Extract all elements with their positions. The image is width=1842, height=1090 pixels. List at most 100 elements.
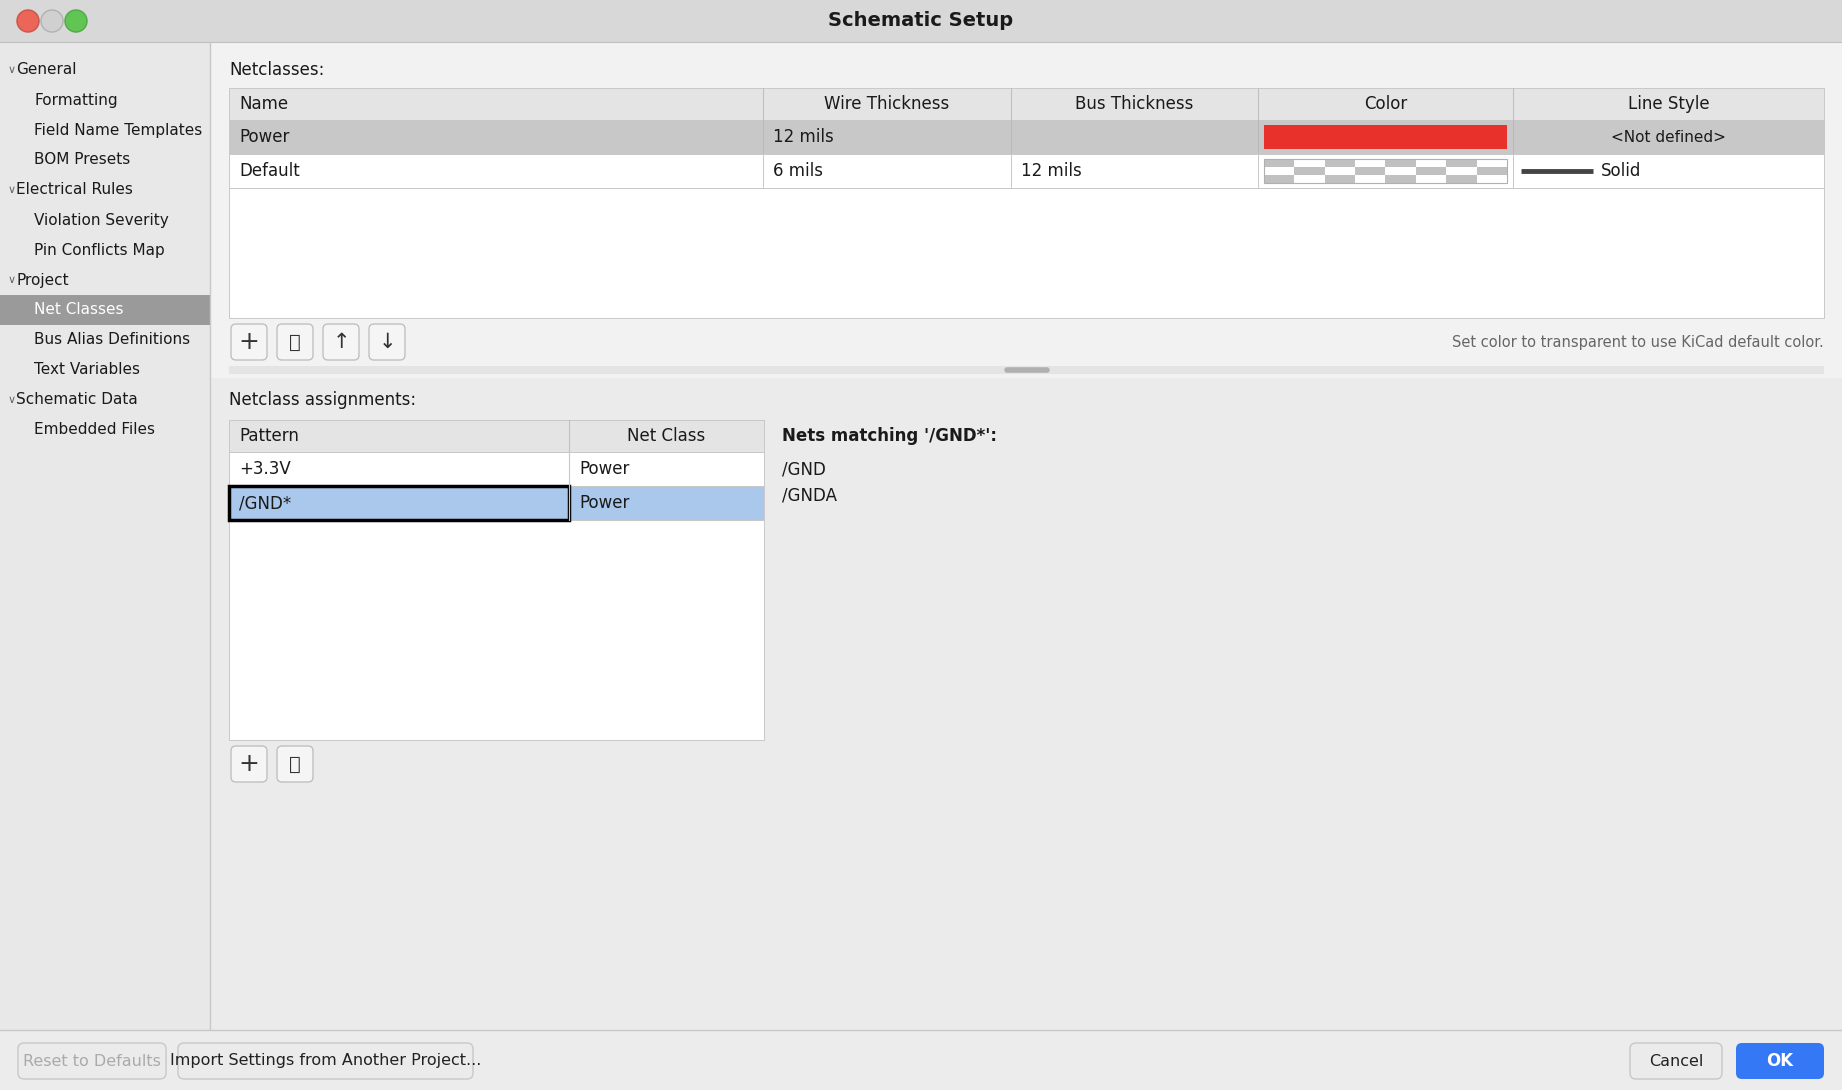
- Bar: [1295, 175, 1324, 183]
- FancyBboxPatch shape: [179, 1043, 473, 1079]
- Text: Formatting: Formatting: [33, 93, 118, 108]
- Bar: [228, 366, 1824, 374]
- Text: +3.3V: +3.3V: [239, 460, 291, 479]
- Bar: [228, 486, 764, 520]
- Circle shape: [64, 10, 87, 32]
- Bar: [0, 1030, 1842, 1090]
- Bar: [1477, 159, 1507, 167]
- Bar: [228, 154, 1824, 187]
- Text: /GND*: /GND*: [239, 494, 291, 512]
- Bar: [1446, 159, 1477, 167]
- Text: Solid: Solid: [1601, 162, 1641, 180]
- Bar: [1477, 175, 1507, 183]
- Text: Pattern: Pattern: [239, 427, 298, 445]
- Bar: [1416, 175, 1446, 183]
- Text: Schematic Setup: Schematic Setup: [829, 12, 1013, 31]
- Bar: [1385, 175, 1416, 183]
- Bar: [1477, 167, 1507, 175]
- FancyBboxPatch shape: [230, 746, 267, 782]
- Bar: [1356, 159, 1385, 167]
- Text: Net Classes: Net Classes: [33, 303, 123, 317]
- Text: Bus Thickness: Bus Thickness: [1076, 95, 1194, 113]
- Text: ∨: ∨: [7, 275, 17, 284]
- Bar: [1416, 167, 1446, 175]
- Text: Reset to Defaults: Reset to Defaults: [24, 1054, 160, 1068]
- FancyBboxPatch shape: [368, 324, 405, 360]
- Text: Line Style: Line Style: [1628, 95, 1709, 113]
- Text: Power: Power: [578, 460, 630, 479]
- Bar: [1295, 159, 1324, 167]
- Text: Embedded Files: Embedded Files: [33, 423, 155, 437]
- Text: <Not defined>: <Not defined>: [1612, 130, 1726, 145]
- Circle shape: [41, 10, 63, 32]
- Text: /GND: /GND: [783, 460, 825, 479]
- Bar: [0, 295, 210, 325]
- Text: Schematic Data: Schematic Data: [17, 392, 138, 408]
- Bar: [228, 88, 1824, 120]
- Circle shape: [17, 10, 39, 32]
- Bar: [1324, 175, 1356, 183]
- Text: 6 mils: 6 mils: [774, 162, 823, 180]
- Bar: [0, 43, 210, 1090]
- Text: 12 mils: 12 mils: [774, 128, 834, 146]
- Bar: [1446, 167, 1477, 175]
- Bar: [1295, 167, 1324, 175]
- Bar: [1264, 175, 1295, 183]
- Text: +: +: [239, 752, 260, 776]
- Bar: [228, 520, 764, 740]
- Bar: [228, 420, 764, 452]
- Bar: [1446, 175, 1477, 183]
- Text: Wire Thickness: Wire Thickness: [825, 95, 950, 113]
- Text: /GNDA: /GNDA: [783, 486, 836, 504]
- Bar: [1385, 167, 1416, 175]
- FancyBboxPatch shape: [1630, 1043, 1722, 1079]
- Text: Bus Alias Definitions: Bus Alias Definitions: [33, 332, 190, 348]
- Text: Field Name Templates: Field Name Templates: [33, 122, 203, 137]
- FancyBboxPatch shape: [322, 324, 359, 360]
- Text: ∨: ∨: [7, 395, 17, 405]
- Text: 🗑: 🗑: [289, 754, 300, 774]
- Text: Net Class: Net Class: [628, 427, 705, 445]
- Bar: [0, 0, 1842, 43]
- Text: Cancel: Cancel: [1649, 1054, 1704, 1068]
- Bar: [1385, 159, 1416, 167]
- Bar: [1416, 159, 1446, 167]
- Bar: [1356, 167, 1385, 175]
- Bar: [1324, 159, 1356, 167]
- FancyBboxPatch shape: [276, 324, 313, 360]
- Text: Power: Power: [239, 128, 289, 146]
- Text: ↓: ↓: [378, 332, 396, 352]
- Bar: [228, 187, 1824, 318]
- Text: Pin Conflicts Map: Pin Conflicts Map: [33, 242, 164, 257]
- Bar: [212, 43, 1842, 1032]
- Text: Import Settings from Another Project...: Import Settings from Another Project...: [169, 1054, 481, 1068]
- Text: +: +: [239, 330, 260, 354]
- Bar: [1324, 167, 1356, 175]
- Text: Electrical Rules: Electrical Rules: [17, 182, 133, 197]
- Bar: [228, 452, 764, 486]
- FancyBboxPatch shape: [230, 324, 267, 360]
- Bar: [1264, 125, 1507, 149]
- Text: Power: Power: [578, 494, 630, 512]
- Text: Violation Severity: Violation Severity: [33, 213, 169, 228]
- Text: Name: Name: [239, 95, 287, 113]
- Text: ∨: ∨: [7, 185, 17, 195]
- Bar: [1264, 159, 1507, 183]
- Bar: [212, 378, 1842, 1032]
- Bar: [1264, 159, 1295, 167]
- FancyBboxPatch shape: [18, 1043, 166, 1079]
- Text: Nets matching '/GND*':: Nets matching '/GND*':: [783, 427, 997, 445]
- Text: Text Variables: Text Variables: [33, 363, 140, 377]
- Bar: [1356, 175, 1385, 183]
- Bar: [228, 486, 569, 520]
- Text: General: General: [17, 62, 77, 77]
- Text: Netclasses:: Netclasses:: [228, 61, 324, 78]
- Text: ∨: ∨: [7, 65, 17, 75]
- Text: 🗑: 🗑: [289, 332, 300, 351]
- FancyBboxPatch shape: [276, 746, 313, 782]
- Text: Set color to transparent to use KiCad default color.: Set color to transparent to use KiCad de…: [1451, 335, 1824, 350]
- FancyBboxPatch shape: [1735, 1043, 1824, 1079]
- Text: BOM Presets: BOM Presets: [33, 153, 131, 168]
- Text: Netclass assignments:: Netclass assignments:: [228, 391, 416, 409]
- Text: Default: Default: [239, 162, 300, 180]
